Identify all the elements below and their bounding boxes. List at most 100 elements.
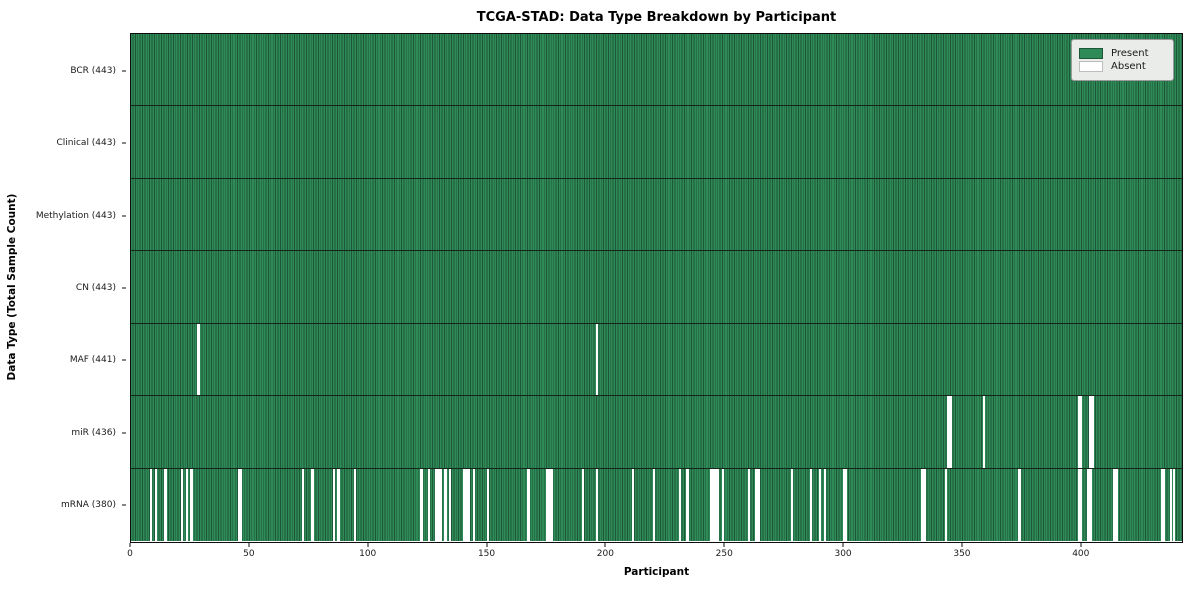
absent-gap <box>944 468 948 542</box>
absent-gap <box>747 468 751 542</box>
x-tick-mark <box>248 543 250 547</box>
absent-gap <box>486 468 490 542</box>
heatmap-row-maf <box>131 323 1182 397</box>
heatmap-rows <box>131 34 1182 542</box>
absent-gap <box>1079 468 1083 542</box>
absent-gap <box>1079 396 1083 468</box>
absent-gap <box>679 468 682 542</box>
absent-gap <box>180 468 184 542</box>
heatmap-row-bcr <box>131 34 1182 107</box>
x-tick-mark <box>486 543 488 547</box>
legend-present-label: Present <box>1111 48 1149 59</box>
absent-gap <box>154 468 158 542</box>
x-tick-label: 250 <box>715 549 733 559</box>
y-tick-label-cn: CN (443) <box>75 283 116 293</box>
absent-gap <box>332 468 336 542</box>
absent-gap <box>444 468 447 542</box>
absent-gap <box>465 468 468 542</box>
y-tick-mark <box>122 142 126 144</box>
absent-gap <box>982 396 986 468</box>
absent-gap <box>311 468 314 542</box>
absent-gap <box>631 468 634 542</box>
absent-gap <box>581 468 585 542</box>
y-tick-mark <box>122 432 126 434</box>
absent-gap <box>947 396 950 468</box>
chart-title: TCGA-STAD: Data Type Breakdown by Partic… <box>476 10 837 25</box>
absent-gap <box>949 396 952 468</box>
absent-gap <box>420 468 423 542</box>
x-tick-mark <box>842 543 844 547</box>
legend-absent-swatch-icon <box>1079 61 1103 72</box>
absent-gap <box>197 323 200 396</box>
absent-gap <box>721 468 725 542</box>
absent-gap <box>921 468 924 542</box>
absent-gap <box>337 468 340 542</box>
absent-gap <box>301 468 305 542</box>
absent-gap <box>842 468 846 542</box>
y-tick-label-mrna: mRNA (380) <box>61 500 116 511</box>
absent-gap <box>596 468 599 542</box>
absent-gap <box>1077 468 1080 542</box>
absent-gap <box>596 323 599 396</box>
heatmap-row-clinical <box>131 106 1182 179</box>
absent-gap <box>686 468 689 542</box>
absent-gap <box>434 468 438 542</box>
absent-gap <box>1113 468 1116 542</box>
x-axis-title: Participant <box>623 566 690 578</box>
x-tick-label: 50 <box>243 549 255 559</box>
y-tick-label-methylation: Methylation (443) <box>35 210 116 221</box>
absent-gap <box>164 468 167 542</box>
absent-gap <box>1170 468 1173 542</box>
absent-gap <box>354 468 357 542</box>
absent-gap <box>1091 396 1095 468</box>
absent-gap <box>546 468 549 542</box>
absent-gap <box>1018 468 1021 542</box>
absent-gap <box>1115 468 1118 542</box>
y-axis-tick-labels: BCR (443) Clinical (443) Methylation (443)… <box>0 33 126 543</box>
absent-gap <box>463 468 466 542</box>
absent-gap <box>923 468 926 542</box>
absent-gap <box>550 468 554 542</box>
x-tick-label: 300 <box>834 549 852 559</box>
x-axis-tick-labels: 0 50 100 150 200 250 300 350 400 <box>127 543 1183 573</box>
x-tick-label: 350 <box>953 549 971 559</box>
absent-gap <box>754 468 758 542</box>
y-tick-label-maf: MAF (441) <box>69 355 116 366</box>
absent-gap <box>237 468 241 542</box>
absent-gap <box>1163 468 1166 542</box>
absent-gap <box>757 468 760 542</box>
heatmap-row-mrna <box>131 468 1182 542</box>
absent-gap <box>467 468 471 542</box>
legend-entry-absent: Absent <box>1079 61 1165 72</box>
absent-gap <box>448 468 452 542</box>
y-tick-mark <box>122 215 126 216</box>
absent-gap <box>823 468 827 542</box>
x-tick-label: 400 <box>1072 549 1090 559</box>
heatmap-row-methylation <box>131 178 1182 252</box>
x-tick-mark <box>961 543 963 547</box>
absent-gap <box>819 468 822 542</box>
legend: Present Absent <box>1071 39 1174 81</box>
heatmap-row-mir <box>131 396 1182 469</box>
x-tick-mark <box>723 543 725 547</box>
y-tick-label-bcr: BCR (443) <box>70 65 116 76</box>
absent-gap <box>149 468 153 542</box>
absent-gap <box>1089 396 1092 468</box>
absent-gap <box>709 468 713 542</box>
absent-gap <box>809 468 812 542</box>
absent-gap <box>472 468 475 542</box>
absent-gap <box>1089 468 1092 542</box>
y-tick-mark <box>122 70 126 72</box>
absent-gap <box>1087 468 1090 542</box>
y-tick-mark <box>122 359 126 361</box>
absent-gap <box>790 468 793 542</box>
x-tick-mark <box>367 543 369 547</box>
absent-gap <box>439 468 442 542</box>
absent-gap <box>716 468 720 542</box>
x-tick-mark <box>604 543 606 547</box>
x-tick-mark <box>1080 543 1082 547</box>
absent-gap <box>1172 468 1175 542</box>
x-tick-label: 150 <box>477 549 496 559</box>
x-tick-label: 100 <box>359 549 377 559</box>
